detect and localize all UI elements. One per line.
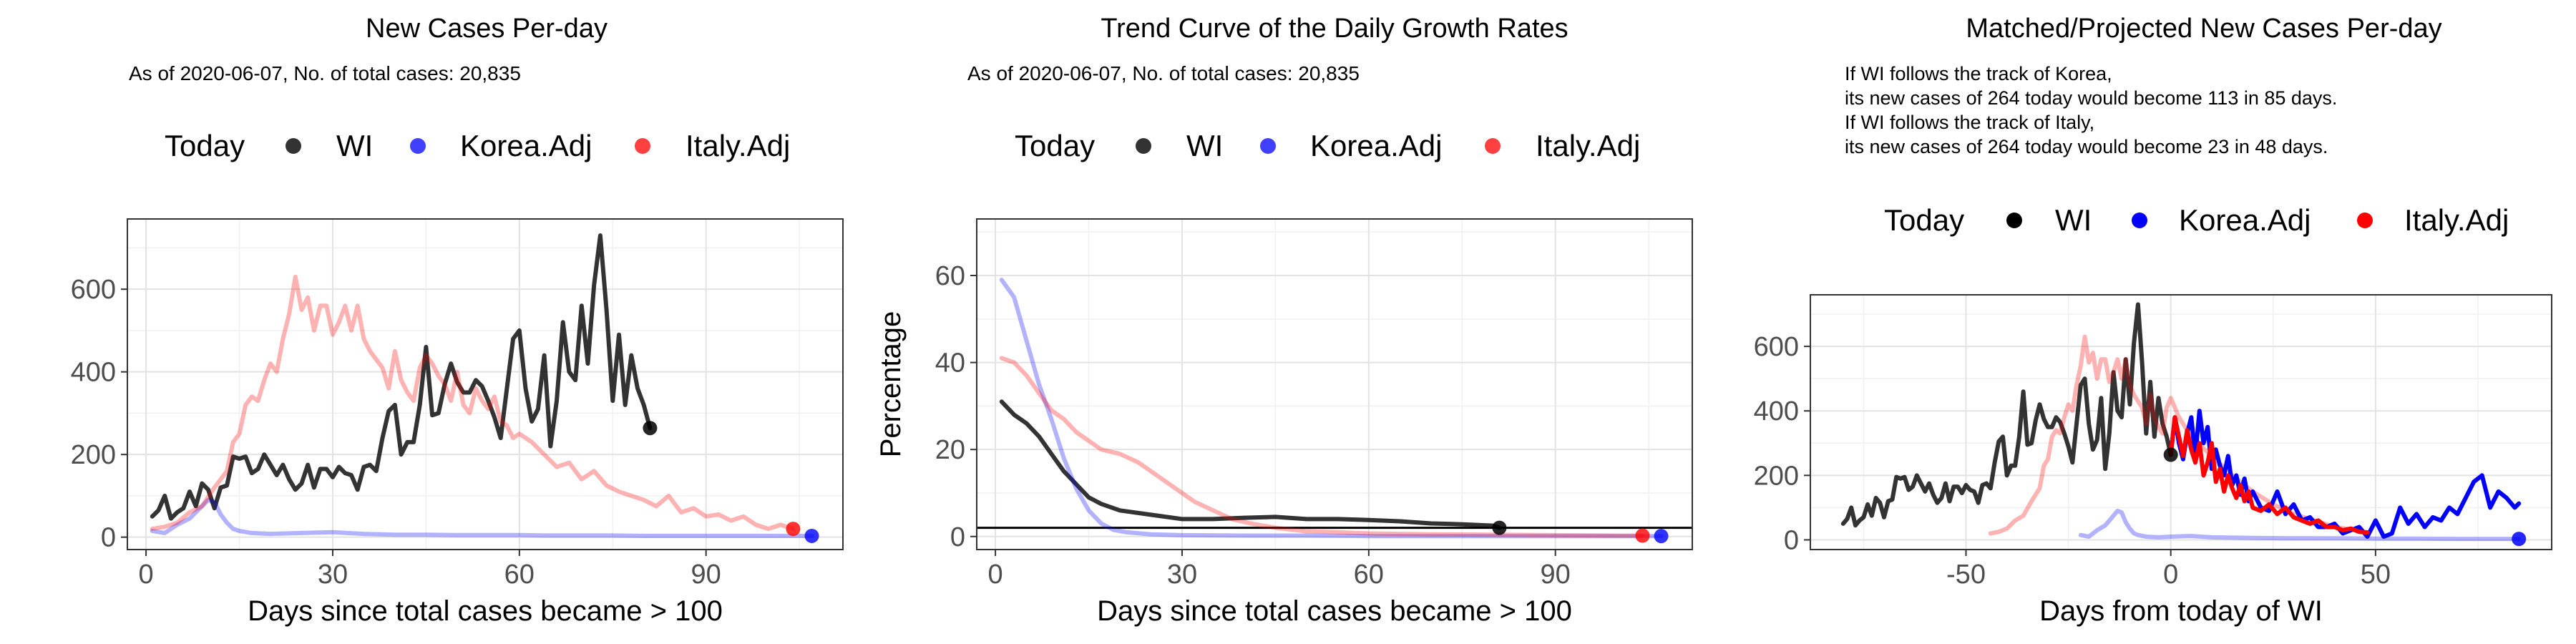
panel-new-cases: New Cases Per-day As of 2020-06-07, No. … [71, 14, 844, 627]
y-tick-label: 20 [935, 435, 965, 465]
plot-area: -50 0 50 0 200 400 600 [1754, 294, 2552, 590]
today-point-italy-adj [1635, 528, 1650, 543]
series-line-korea-adj [999, 278, 1664, 539]
today-point-korea-adj [804, 528, 819, 543]
today-point-wi [1492, 520, 1507, 535]
x-tick-label: 30 [318, 560, 348, 590]
annotation-line: If WI follows the track of Italy, [1845, 112, 2094, 133]
x-tick-label: 90 [691, 560, 721, 590]
series-line-korea-adj [2168, 409, 2522, 539]
legend-wi-swatch [286, 138, 301, 154]
y-tick-label: 600 [1754, 332, 1799, 362]
x-tick-label: 60 [504, 560, 535, 590]
chart-subtitle: As of 2020-06-07, No. of total cases: 20… [967, 62, 1360, 84]
plot-background [1810, 295, 2552, 550]
series-line-italy-adj [999, 356, 1645, 538]
panel-growth-rates: Trend Curve of the Daily Growth Rates As… [875, 14, 1693, 627]
legend-korea-label: Korea.Adj [2179, 203, 2311, 237]
today-point-korea-adj [2512, 532, 2527, 547]
legend-italy-label: Italy.Adj [1536, 129, 1640, 162]
x-tick-label: 60 [1354, 560, 1384, 590]
series-line-wi [150, 233, 653, 521]
x-axis-label: Days since total cases became > 100 [1097, 595, 1572, 627]
today-point-wi [643, 421, 658, 436]
y-tick-label: 0 [1784, 525, 1799, 555]
legend-korea-swatch [410, 138, 426, 154]
x-tick-label: -50 [1946, 560, 1986, 590]
chart-title: Matched/Projected New Cases Per-day [1966, 14, 2441, 44]
plot-border [976, 218, 1693, 550]
y-tick-label: 200 [71, 440, 116, 470]
chart-title: Trend Curve of the Daily Growth Rates [1101, 14, 1568, 44]
annotation-line: If WI follows the track of Korea, [1845, 63, 2112, 84]
legend-today-label: Today [165, 129, 245, 162]
chart-subtitle: As of 2020-06-07, No. of total cases: 20… [129, 62, 521, 84]
legend-wi-swatch [2006, 213, 2022, 228]
legend-korea-label: Korea.Adj [1310, 129, 1442, 162]
panel-projected-cases: Matched/Projected New Cases Per-day If W… [1754, 14, 2552, 627]
y-tick-label: 0 [101, 523, 116, 553]
plot-border [1810, 294, 2552, 550]
today-point-italy-adj [786, 522, 801, 537]
legend: Today WI Korea.Adj Italy.Adj [1884, 203, 2509, 237]
y-tick-label: 0 [950, 522, 965, 552]
y-tick-label: 400 [1754, 396, 1799, 426]
legend-wi-label: WI [336, 129, 373, 162]
legend-italy-label: Italy.Adj [2404, 203, 2509, 237]
series-line-italy-adj [2168, 415, 2370, 535]
x-axis-label: Days from today of WI [2039, 595, 2323, 627]
x-tick-label: 0 [2163, 560, 2178, 590]
chart-title: New Cases Per-day [366, 14, 608, 44]
legend-today-label: Today [1884, 203, 1964, 237]
legend-wi-swatch [1136, 138, 1151, 154]
x-tick-label: 0 [139, 560, 154, 590]
legend-wi-label: WI [2055, 203, 2092, 237]
plot-background [977, 219, 1692, 550]
y-tick-label: 400 [71, 358, 116, 388]
legend-wi-label: WI [1186, 129, 1223, 162]
x-tick-label: 0 [988, 560, 1003, 590]
series-line-italy-adj [150, 274, 796, 532]
series-line-wi [1840, 302, 2173, 528]
series-line-wi [999, 399, 1502, 530]
legend-italy-swatch [635, 138, 650, 154]
legend-korea-swatch [2132, 213, 2147, 228]
x-tick-label: 90 [1541, 560, 1571, 590]
x-tick-label: 30 [1167, 560, 1197, 590]
legend: Today WI Korea.Adj Italy.Adj [1015, 129, 1640, 162]
plot-background [127, 219, 843, 550]
today-point-wi [2163, 447, 2178, 462]
legend-italy-swatch [1485, 138, 1501, 154]
legend-today-label: Today [1015, 129, 1095, 162]
series-line-korea-adj [150, 497, 814, 538]
y-axis-label: Percentage [875, 311, 907, 458]
legend: Today WI Korea.Adj Italy.Adj [165, 129, 790, 162]
x-tick-label: 50 [2361, 560, 2391, 590]
legend-korea-swatch [1260, 138, 1276, 154]
y-tick-label: 200 [1754, 461, 1799, 491]
y-tick-label: 600 [71, 275, 116, 305]
plot-border [127, 218, 844, 550]
legend-italy-label: Italy.Adj [686, 129, 790, 162]
y-tick-label: 40 [935, 348, 965, 379]
x-axis-label: Days since total cases became > 100 [248, 595, 723, 627]
annotation-line: its new cases of 264 today would become … [1845, 87, 2337, 109]
today-point-korea-adj [1654, 529, 1669, 544]
legend-korea-label: Korea.Adj [460, 129, 592, 162]
plot-area: 0 30 60 90 0 20 40 60 [935, 218, 1693, 590]
series-line-korea-adj-history [2078, 508, 2522, 542]
y-tick-label: 60 [935, 261, 965, 291]
plot-area: 0 30 60 90 0 200 400 600 [71, 218, 844, 590]
legend-italy-swatch [2357, 213, 2373, 228]
projection-annotations: If WI follows the track of Korea, its ne… [1845, 63, 2337, 157]
annotation-line: its new cases of 264 today would become … [1845, 136, 2328, 157]
